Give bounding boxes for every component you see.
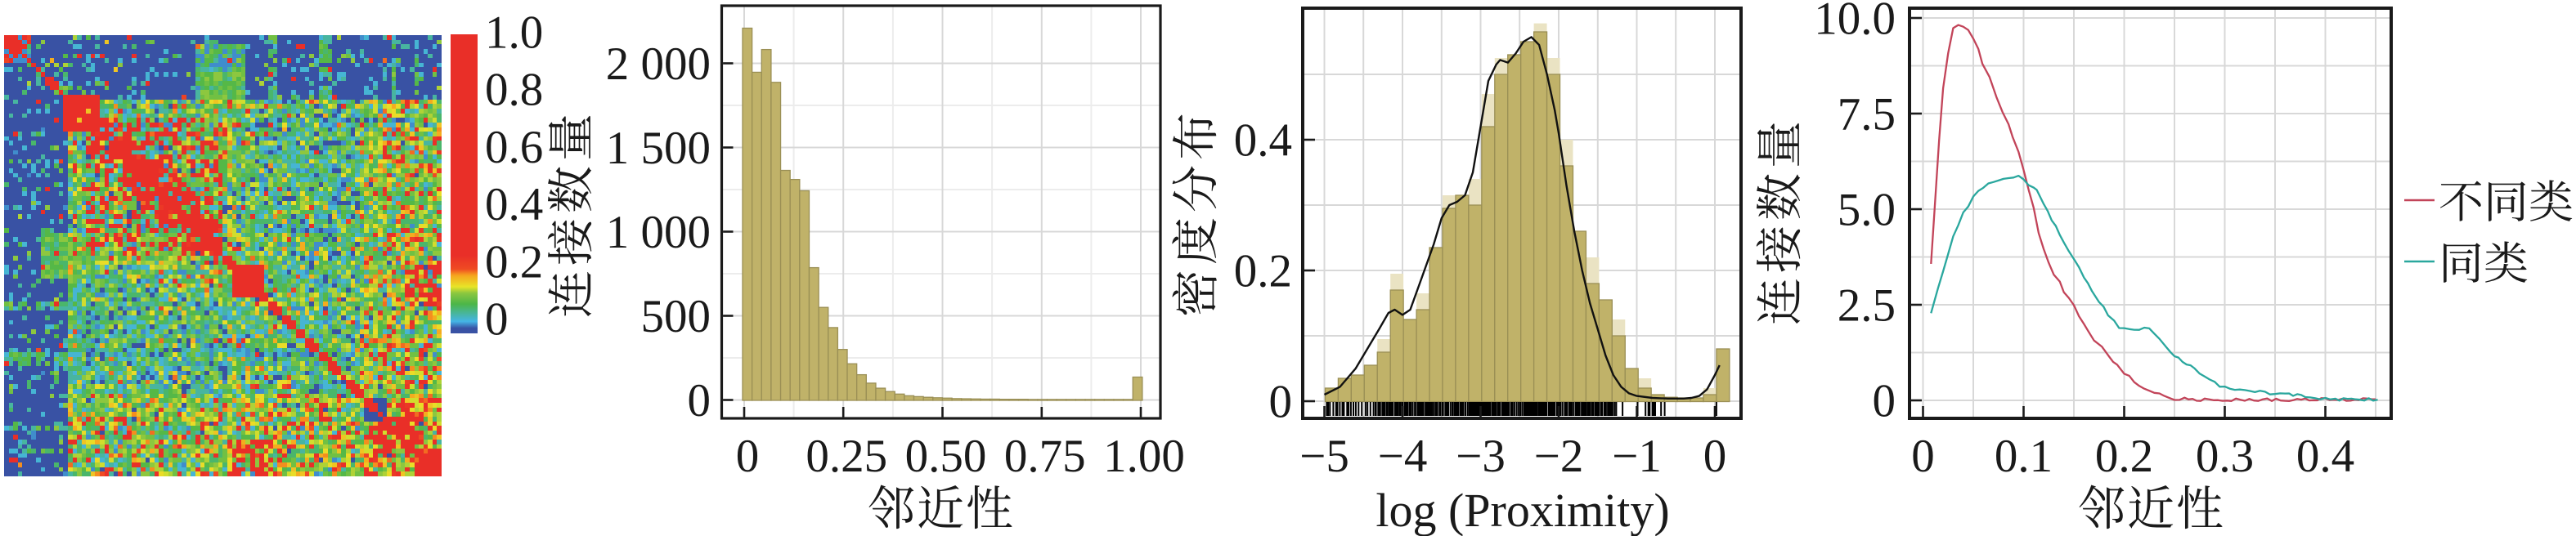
svg-text:0.2: 0.2: [2095, 431, 2153, 482]
svg-text:0.4: 0.4: [1234, 115, 1292, 167]
svg-text:0.8: 0.8: [485, 65, 543, 116]
svg-text:0.4: 0.4: [2296, 431, 2354, 482]
svg-text:500: 500: [641, 291, 711, 342]
svg-text:0: 0: [1703, 431, 1727, 482]
svg-text:0.4: 0.4: [485, 179, 543, 230]
svg-text:−1: −1: [1612, 431, 1662, 482]
svg-text:0.3: 0.3: [2196, 431, 2254, 482]
svg-text:0: 0: [736, 431, 760, 482]
svg-text:0.1: 0.1: [1995, 431, 2053, 482]
svg-text:0: 0: [1911, 431, 1935, 482]
svg-text:0.2: 0.2: [1234, 246, 1292, 297]
svg-text:0.75: 0.75: [1004, 431, 1086, 482]
svg-text:0.25: 0.25: [806, 431, 887, 482]
svg-text:2 000: 2 000: [606, 38, 711, 90]
svg-text:−4: −4: [1378, 431, 1428, 482]
svg-text:−2: −2: [1534, 431, 1584, 482]
svg-text:log (Proximity): log (Proximity): [1376, 484, 1669, 536]
svg-text:0: 0: [485, 294, 509, 346]
svg-text:0.50: 0.50: [905, 431, 987, 482]
svg-text:1.0: 1.0: [485, 7, 543, 59]
svg-text:0.6: 0.6: [485, 122, 543, 173]
svg-text:5.0: 5.0: [1838, 185, 1896, 236]
svg-text:1.00: 1.00: [1103, 431, 1185, 482]
svg-text:10.0: 10.0: [1814, 0, 1896, 45]
svg-text:2.5: 2.5: [1838, 280, 1896, 332]
svg-text:1 000: 1 000: [606, 207, 711, 258]
svg-text:−5: −5: [1299, 431, 1349, 482]
svg-text:0: 0: [688, 375, 711, 427]
svg-text:0: 0: [1873, 376, 1896, 427]
svg-text:0: 0: [1269, 377, 1293, 428]
svg-text:−3: −3: [1456, 431, 1506, 482]
svg-text:1 500: 1 500: [606, 123, 711, 174]
svg-text:0.2: 0.2: [485, 236, 543, 288]
svg-text:7.5: 7.5: [1838, 89, 1896, 141]
